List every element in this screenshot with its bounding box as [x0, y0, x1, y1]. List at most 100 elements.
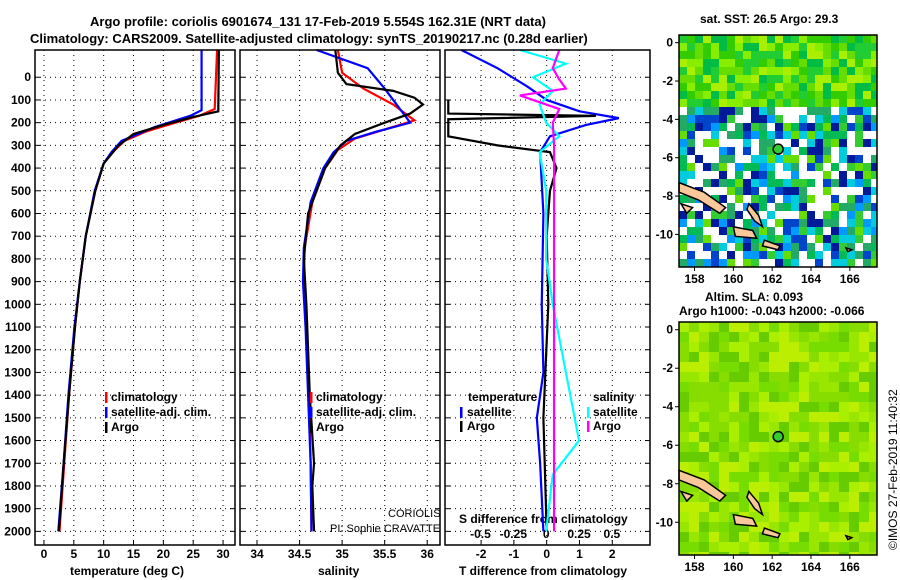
- map-cell: [823, 115, 831, 123]
- map-cell: [743, 67, 751, 75]
- map-cell: [759, 171, 767, 179]
- map-cell: [849, 412, 859, 422]
- map-cell: [729, 482, 739, 492]
- map-cell: [823, 107, 831, 115]
- map-cell: [859, 422, 869, 432]
- map-cell: [855, 59, 863, 67]
- map-cell: [767, 43, 775, 51]
- map-cell: [791, 219, 799, 227]
- map-cell: [831, 83, 839, 91]
- map-cell: [699, 412, 709, 422]
- map-cell: [871, 243, 877, 251]
- map-cell: [687, 51, 695, 59]
- legend-swatch: [105, 407, 108, 418]
- map-cell: [699, 442, 709, 452]
- map-cell: [751, 163, 759, 171]
- map-cell: [783, 219, 791, 227]
- map-cell: [863, 75, 871, 83]
- map-cell: [783, 99, 791, 107]
- map-cell: [807, 147, 815, 155]
- map-cell: [735, 35, 743, 43]
- x-tick-label: 158: [685, 560, 705, 574]
- map-cell: [859, 412, 869, 422]
- map-cell: [823, 235, 831, 243]
- map-cell: [709, 372, 719, 382]
- map-cell: [799, 542, 809, 552]
- map-cell: [839, 442, 849, 452]
- map-cell: [749, 342, 759, 352]
- map-cell: [789, 452, 799, 462]
- map-cell: [831, 35, 839, 43]
- map-cell: [695, 99, 703, 107]
- map-cell: [859, 352, 869, 362]
- map-cell: [703, 35, 711, 43]
- map-cell: [799, 512, 809, 522]
- tdiff-xlabel: T difference from climatology: [459, 564, 627, 578]
- map-cell: [779, 482, 789, 492]
- map-cell: [735, 243, 743, 251]
- map-cell: [735, 211, 743, 219]
- map-cell: [739, 372, 749, 382]
- legend-label: satellite-adj. clim.: [111, 405, 211, 419]
- map-cell: [751, 51, 759, 59]
- map-cell: [783, 91, 791, 99]
- map-cell: [767, 51, 775, 59]
- legend-swatch: [460, 421, 463, 432]
- map-cell: [783, 43, 791, 51]
- map-cell: [759, 502, 769, 512]
- y-tick-label: 1800: [4, 479, 31, 493]
- map-cell: [679, 67, 687, 75]
- map-cell: [839, 542, 849, 552]
- map-cell: [759, 342, 769, 352]
- map-cell: [839, 251, 847, 259]
- y-tick-label: -4: [662, 112, 673, 126]
- map-cell: [871, 139, 877, 147]
- map-cell: [839, 91, 847, 99]
- map-cell: [711, 91, 719, 99]
- map-cell: [831, 123, 839, 131]
- map-cell: [695, 67, 703, 75]
- map-cell: [831, 139, 839, 147]
- map-cell: [847, 67, 855, 75]
- map-cell: [703, 139, 711, 147]
- map-cell: [831, 227, 839, 235]
- map-cell: [847, 59, 855, 67]
- map-cell: [871, 83, 877, 91]
- map-cell: [783, 83, 791, 91]
- map-cell: [847, 107, 855, 115]
- map-cell: [823, 51, 831, 59]
- map-cell: [829, 542, 839, 552]
- map-cell: [759, 382, 769, 392]
- map-cell: [749, 362, 759, 372]
- map-cell: [727, 251, 735, 259]
- map-cell: [719, 115, 727, 123]
- x-tick-label: 166: [840, 560, 860, 574]
- map-cell: [839, 99, 847, 107]
- map-cell: [819, 342, 829, 352]
- map-cell: [847, 243, 855, 251]
- map-cell: [815, 163, 823, 171]
- map-cell: [767, 211, 775, 219]
- map-cell: [719, 442, 729, 452]
- map-cell: [807, 107, 815, 115]
- map-cell: [829, 382, 839, 392]
- map-cell: [815, 251, 823, 259]
- map-cell: [829, 442, 839, 452]
- map-cell: [831, 235, 839, 243]
- map-cell: [689, 322, 699, 332]
- map-cell: [799, 352, 809, 362]
- map-cell: [719, 362, 729, 372]
- y-tick-label: -6: [662, 438, 673, 452]
- map-cell: [839, 243, 847, 251]
- annotation-institution: CORIOLIS: [388, 508, 441, 520]
- map-cell: [729, 422, 739, 432]
- map-cell: [863, 203, 871, 211]
- map-cell: [847, 123, 855, 131]
- plot-frame: [444, 49, 651, 546]
- map-cell: [823, 91, 831, 99]
- map-cell: [823, 243, 831, 251]
- y-tick-label: 1100: [5, 320, 31, 334]
- map-cell: [839, 35, 847, 43]
- map-cell: [807, 195, 815, 203]
